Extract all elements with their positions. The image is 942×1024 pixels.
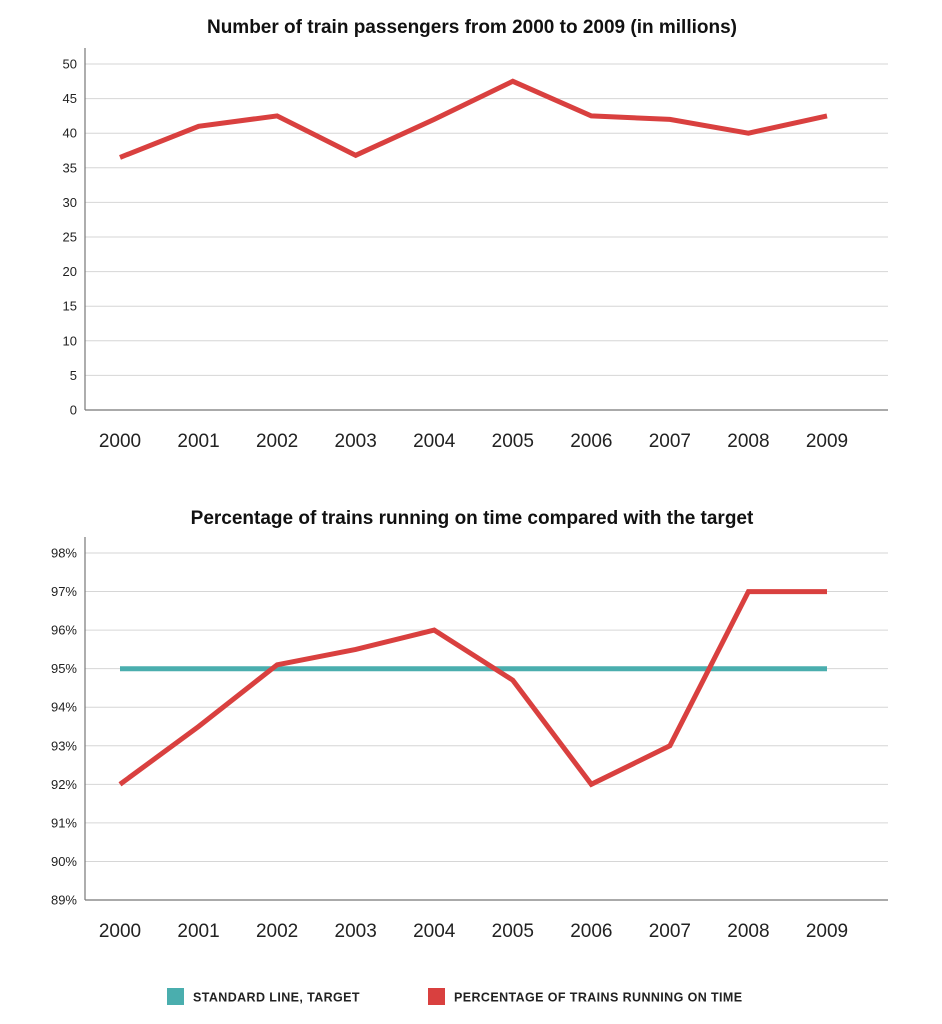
chart1-xtick-label: 2000 — [99, 431, 141, 452]
chart1-xtick-label: 2008 — [727, 431, 769, 452]
chart2-xtick-label: 2009 — [806, 921, 848, 942]
chart1-ytick-label: 15 — [63, 299, 77, 314]
chart2-legend: STANDARD LINE, TARGET PERCENTAGE OF TRAIN… — [167, 988, 742, 1005]
chart1-ytick-label: 30 — [63, 195, 77, 210]
chart2-series-2-line — [118, 589, 827, 788]
chart2-xtick-label: 2006 — [570, 921, 612, 942]
legend-swatch-1 — [167, 988, 184, 1005]
chart2-ytick-label: 89% — [51, 893, 77, 908]
chart2-xtick-label: 2007 — [649, 921, 691, 942]
chart2-ytick-label: 90% — [51, 854, 77, 869]
chart1-ytick-label: 20 — [63, 264, 77, 279]
chart2-xtick-label: 2000 — [99, 921, 141, 942]
chart2-ytick-label: 97% — [51, 584, 77, 599]
chart2-ytick-label: 98% — [51, 546, 77, 561]
chart2-title: Percentage of trains running on time com… — [191, 508, 754, 529]
chart2-xtick-label: 2001 — [177, 921, 219, 942]
chart1-xtick-label: 2006 — [570, 431, 612, 452]
chart2-ytick-label: 94% — [51, 700, 77, 715]
chart2-ytick-label: 92% — [51, 777, 77, 792]
chart1-plot: 0 5 10 15 20 25 30 35 40 45 50 2000 2001 2002 2003 2004… — [63, 48, 888, 452]
legend-swatch-2 — [428, 988, 445, 1005]
chart2-xtick-label: 2002 — [256, 921, 298, 942]
chart1-ytick-label: 10 — [63, 333, 77, 348]
chart2-ytick-label: 93% — [51, 738, 77, 753]
chart2-xtick-label: 2004 — [413, 921, 456, 942]
chart2-ytick-label: 95% — [51, 661, 77, 676]
chart2-xtick-label: 2008 — [727, 921, 769, 942]
chart1-xtick-label: 2003 — [335, 431, 377, 452]
legend-label-2: PERCENTAGE OF TRAINS RUNNING ON TIME — [454, 991, 742, 1005]
chart2-plot: 89% 90% 91% 92% 93% 94% 95% 96% 97% 98% 2000 2001 20… — [51, 537, 888, 942]
chart2-ytick-label: 96% — [51, 623, 77, 638]
chart2-xtick-label: 2003 — [335, 921, 377, 942]
chart1-xtick-label: 2001 — [177, 431, 219, 452]
chart1-ytick-label: 25 — [63, 230, 77, 245]
chart1-ytick-label: 40 — [63, 126, 77, 141]
chart1-xtick-label: 2007 — [649, 431, 691, 452]
chart2-xtick-label: 2005 — [492, 921, 534, 942]
chart1-ytick-label: 35 — [63, 160, 77, 175]
chart1-xtick-label: 2009 — [806, 431, 848, 452]
chart1-ytick-label: 50 — [63, 57, 77, 72]
chart1-series-1-line — [119, 78, 828, 160]
chart1-xtick-label: 2004 — [413, 431, 456, 452]
chart1-ytick-label: 45 — [63, 91, 77, 106]
chart1-ytick-label: 5 — [70, 368, 77, 383]
chart1-ytick-label: 0 — [70, 403, 77, 418]
chart1-xtick-label: 2005 — [492, 431, 534, 452]
chart1-title: Number of train passengers from 2000 to … — [207, 17, 737, 38]
legend-label-1: STANDARD LINE, TARGET — [193, 991, 360, 1005]
chart1-xtick-label: 2002 — [256, 431, 298, 452]
chart2-ytick-label: 91% — [51, 815, 77, 830]
